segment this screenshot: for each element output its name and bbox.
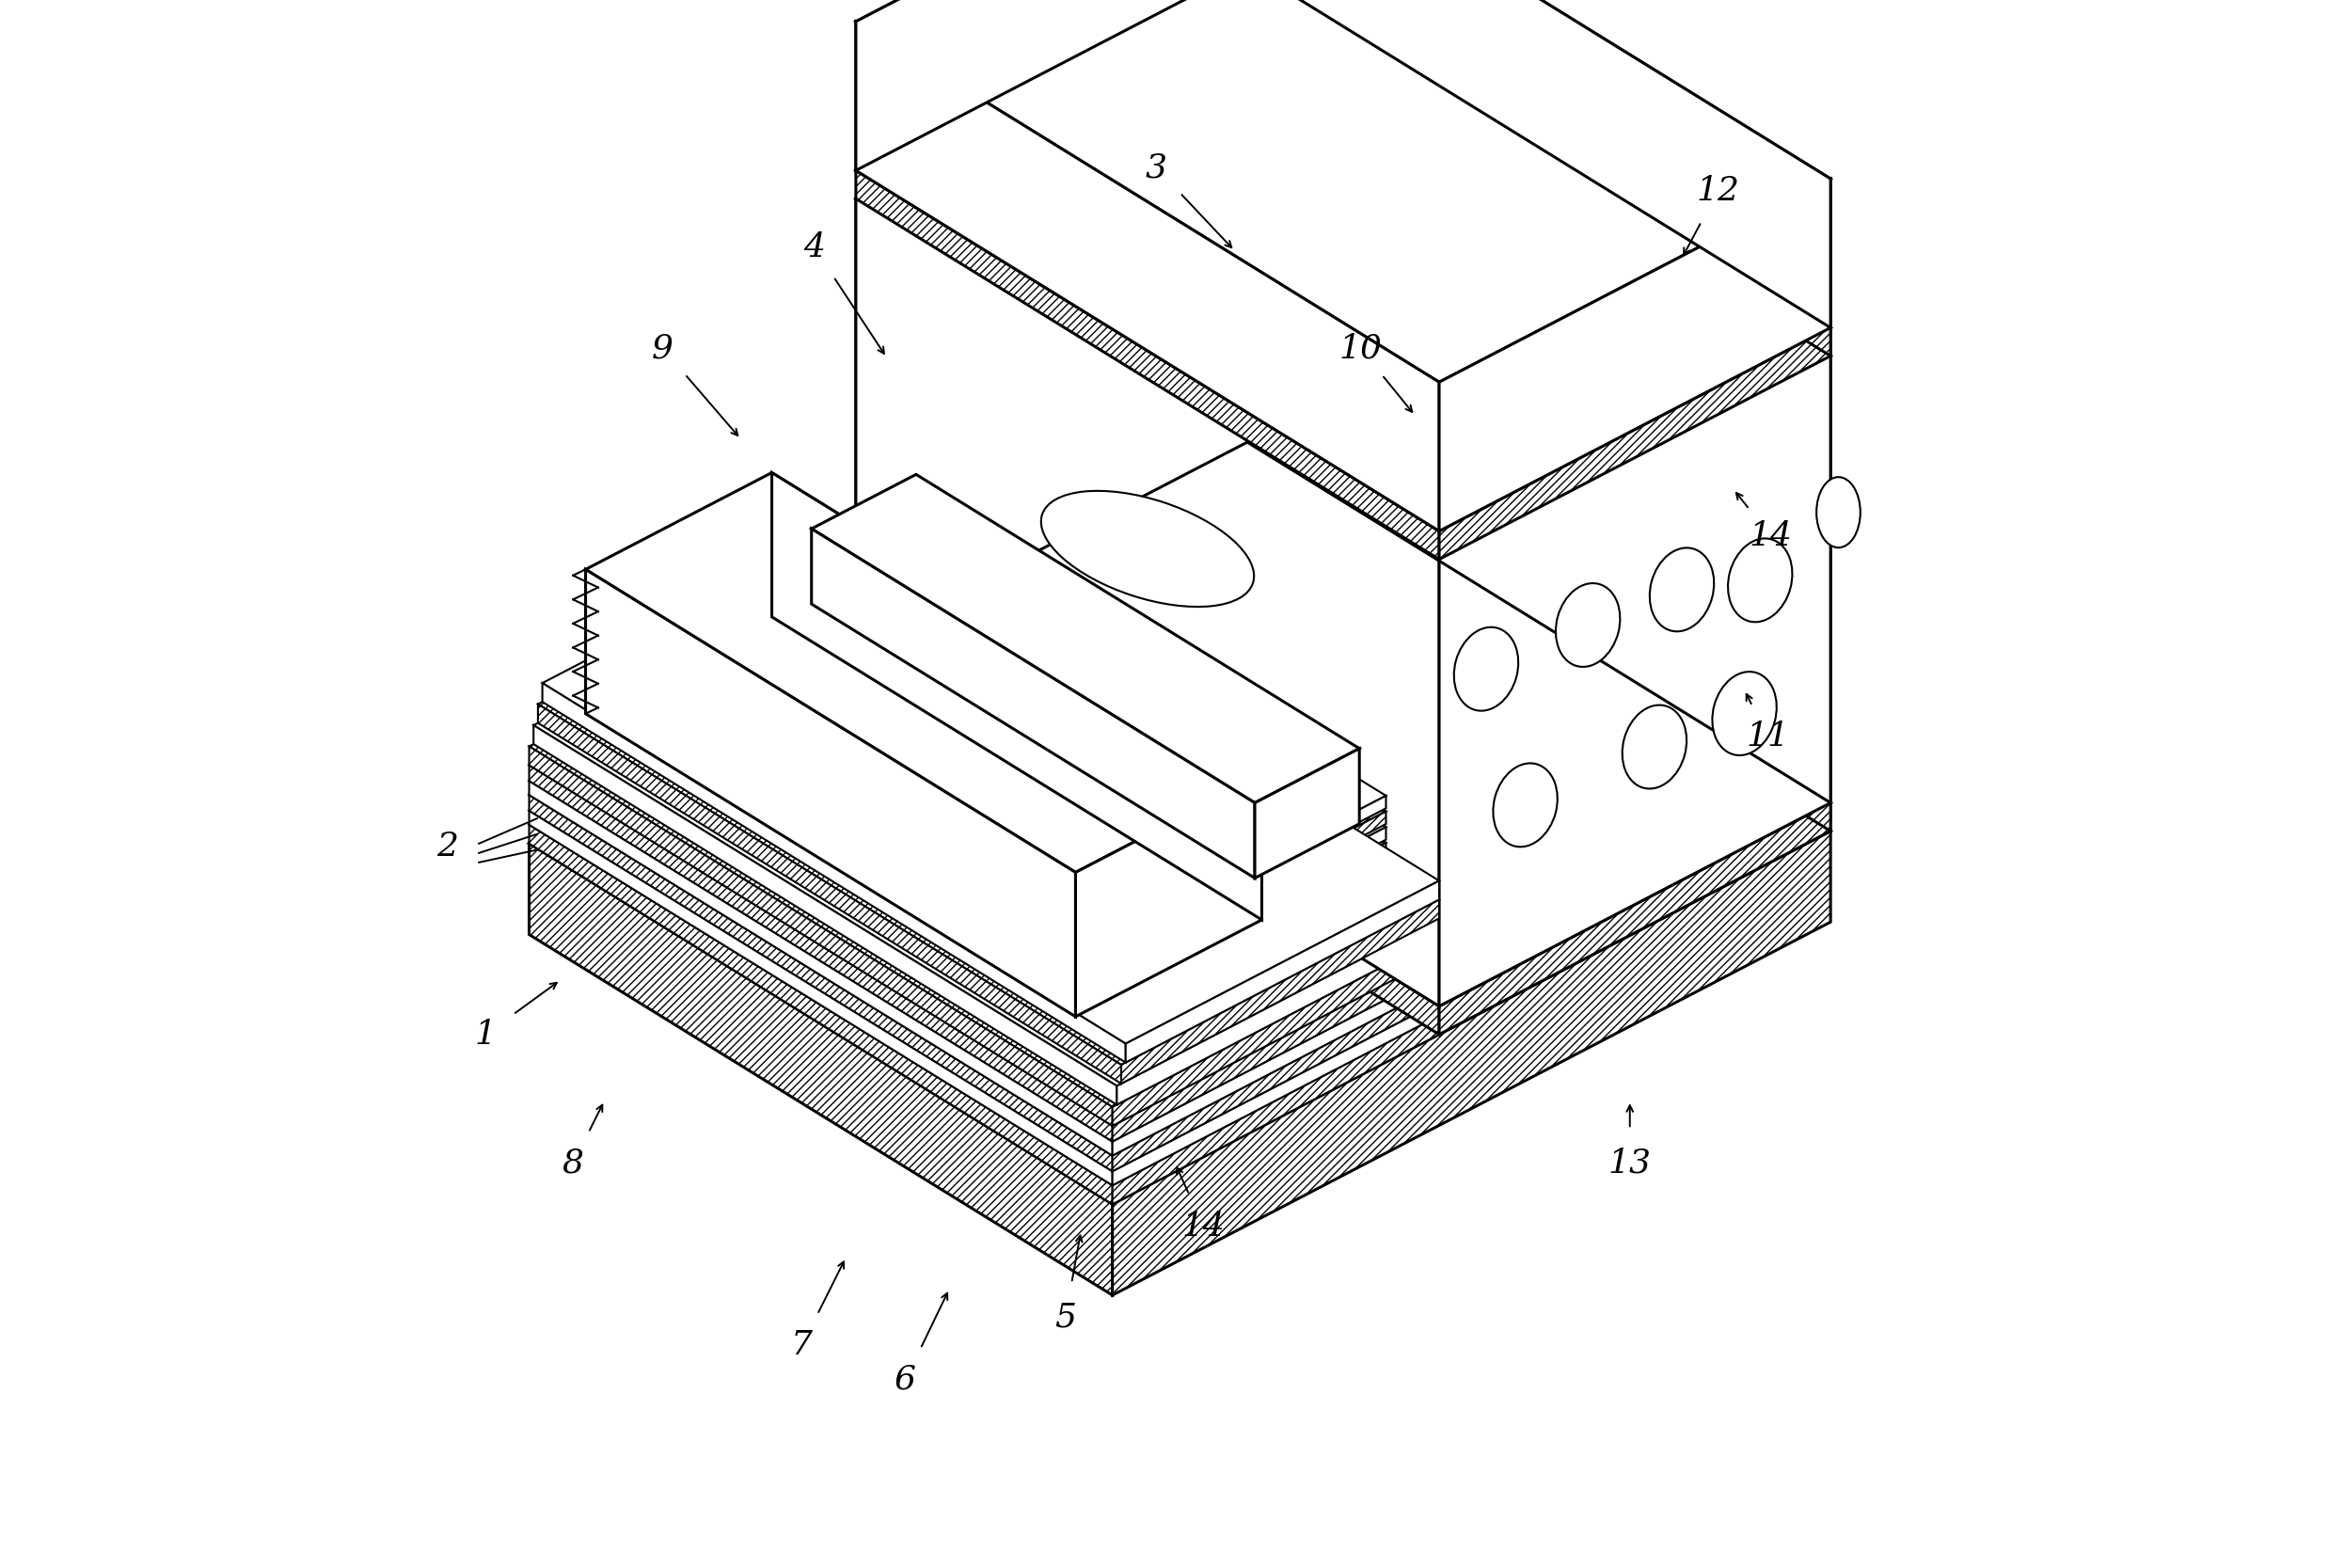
Polygon shape	[1116, 919, 1439, 1105]
Polygon shape	[530, 641, 1439, 1171]
Polygon shape	[586, 569, 1076, 1016]
Polygon shape	[537, 539, 1439, 1065]
Polygon shape	[1254, 748, 1360, 878]
Polygon shape	[856, 0, 1831, 560]
Polygon shape	[586, 472, 1261, 872]
Polygon shape	[1120, 900, 1439, 1083]
Text: 11: 11	[1746, 721, 1788, 753]
Polygon shape	[1266, 811, 1385, 887]
Polygon shape	[537, 704, 1120, 1083]
Polygon shape	[1247, 0, 1831, 328]
Polygon shape	[530, 470, 1831, 1204]
Text: 8: 8	[563, 1148, 584, 1179]
Polygon shape	[811, 528, 1254, 878]
Polygon shape	[1113, 956, 1439, 1142]
Polygon shape	[1113, 972, 1439, 1156]
Polygon shape	[1266, 795, 1385, 872]
Polygon shape	[1125, 881, 1439, 1063]
Ellipse shape	[1817, 477, 1861, 547]
Polygon shape	[1113, 831, 1831, 1295]
Polygon shape	[1439, 356, 1831, 1007]
Text: 12: 12	[1697, 176, 1739, 207]
Polygon shape	[1247, 0, 1831, 356]
Polygon shape	[856, 0, 1831, 532]
Text: 14: 14	[1749, 521, 1793, 552]
Polygon shape	[1266, 842, 1385, 919]
Polygon shape	[530, 655, 1439, 1185]
Polygon shape	[530, 596, 1439, 1126]
Text: 13: 13	[1608, 1148, 1653, 1179]
Text: 14: 14	[1181, 1210, 1226, 1242]
Polygon shape	[1247, 442, 1831, 831]
Polygon shape	[856, 0, 1831, 383]
Polygon shape	[530, 746, 1113, 1126]
Polygon shape	[1439, 803, 1831, 1035]
Polygon shape	[530, 626, 1439, 1156]
Text: 2: 2	[436, 831, 459, 862]
Polygon shape	[776, 524, 1385, 891]
Polygon shape	[856, 646, 1439, 1035]
Polygon shape	[1439, 179, 1831, 532]
Polygon shape	[530, 844, 1113, 1295]
Text: 3: 3	[1146, 152, 1167, 183]
Polygon shape	[530, 825, 1113, 1204]
Ellipse shape	[1711, 671, 1777, 756]
Polygon shape	[1076, 776, 1261, 1016]
Polygon shape	[1113, 938, 1439, 1126]
Polygon shape	[534, 726, 1116, 1105]
Polygon shape	[530, 795, 1113, 1171]
Polygon shape	[1113, 1016, 1439, 1204]
Polygon shape	[856, 171, 1439, 560]
Polygon shape	[776, 492, 1385, 859]
Polygon shape	[530, 811, 1113, 1185]
Polygon shape	[856, 0, 1247, 171]
Text: 5: 5	[1055, 1301, 1076, 1333]
Text: 9: 9	[652, 332, 673, 364]
Polygon shape	[1439, 328, 1831, 560]
Polygon shape	[530, 765, 1113, 1142]
Polygon shape	[1113, 986, 1439, 1171]
Polygon shape	[530, 577, 1439, 1107]
Ellipse shape	[1041, 491, 1254, 607]
Polygon shape	[776, 508, 1385, 875]
Text: 6: 6	[895, 1364, 917, 1396]
Polygon shape	[530, 781, 1113, 1156]
Polygon shape	[1266, 826, 1385, 903]
Ellipse shape	[1622, 706, 1688, 789]
Polygon shape	[1247, 0, 1831, 803]
Polygon shape	[1113, 1002, 1439, 1185]
Polygon shape	[776, 539, 1385, 906]
Polygon shape	[811, 475, 1360, 803]
Ellipse shape	[1453, 627, 1519, 710]
Polygon shape	[534, 558, 1439, 1087]
Polygon shape	[856, 442, 1831, 1007]
Text: 4: 4	[804, 232, 825, 263]
Polygon shape	[771, 472, 1261, 920]
Polygon shape	[856, 0, 1247, 646]
Ellipse shape	[1493, 764, 1556, 847]
Text: 10: 10	[1338, 332, 1383, 364]
Text: 1: 1	[473, 1019, 497, 1051]
Text: 7: 7	[792, 1330, 813, 1361]
Polygon shape	[541, 521, 1439, 1044]
Polygon shape	[856, 199, 1439, 1007]
Ellipse shape	[1650, 547, 1713, 632]
Ellipse shape	[1041, 657, 1254, 771]
Ellipse shape	[1556, 583, 1620, 666]
Ellipse shape	[1728, 538, 1793, 622]
Polygon shape	[541, 684, 1125, 1063]
Polygon shape	[530, 612, 1439, 1142]
Polygon shape	[856, 22, 1439, 532]
